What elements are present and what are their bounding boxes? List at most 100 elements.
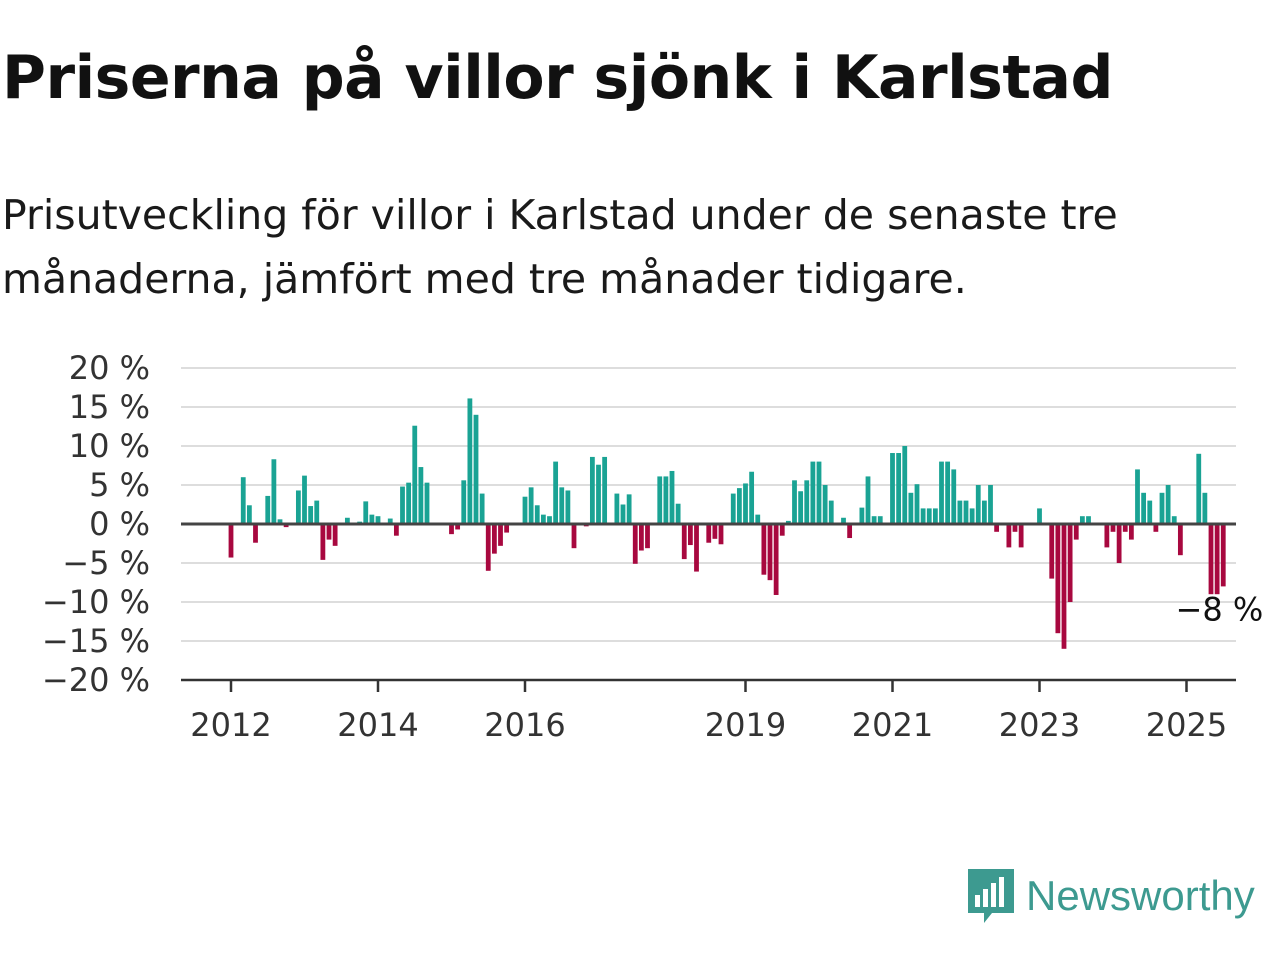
bar [743,483,748,524]
bar [571,524,577,549]
bar [767,524,773,581]
bar [1086,516,1091,524]
bar [498,524,503,546]
bar [1220,524,1226,587]
chart-subtitle: Prisutveckling för villor i Karlstad und… [2,191,1118,303]
bar [1135,469,1140,524]
bar [847,524,853,539]
bar [1147,500,1153,524]
bar [932,508,938,524]
bar [314,500,320,524]
bar [1012,524,1018,532]
bar [565,490,571,524]
bar [283,524,289,528]
bar [945,461,951,524]
bar [246,505,252,524]
bar [822,485,828,524]
bar [1128,524,1134,540]
bar [736,488,742,524]
bar [1153,524,1159,532]
bar [957,500,963,524]
end-value-label: −8 % [1176,590,1264,628]
newsworthy-logo-icon [968,869,1014,923]
x-tick-label: 2025 [1146,706,1227,744]
bar [332,524,338,546]
chart-title: Priserna på villor sjönk i Karlstad [2,43,1114,113]
bar [369,514,375,524]
bar [877,516,883,524]
bar [265,495,271,524]
bar [785,520,791,524]
bar [1159,492,1165,524]
bar [1202,492,1208,524]
bar [706,524,712,543]
bar [920,508,926,524]
x-tick-label: 2016 [484,706,565,744]
bar [504,524,510,533]
bar [914,484,920,524]
bar [841,517,846,524]
bar [1061,524,1067,649]
bar [534,505,540,524]
bar [712,524,718,539]
bar [730,493,736,524]
bar [253,524,258,543]
bar [1214,524,1220,595]
bar [449,524,454,535]
bar [491,524,497,554]
bar [602,456,608,524]
bar [669,470,675,524]
bar [424,482,430,524]
y-tick-label: −5 % [62,544,150,582]
y-tick-label: −15 % [42,622,150,660]
price-change-bar-chart: 20 %15 %10 %5 %0 %−5 %−10 %−15 %−20 % 20… [42,349,1264,744]
bar [939,461,944,524]
grid-lines [181,367,1236,642]
bar [657,476,663,524]
x-tick-label: 2019 [705,706,786,744]
bar [393,524,399,536]
bar [320,524,326,560]
bar [1116,524,1122,563]
bar [418,467,424,524]
bar [675,503,681,524]
bar [240,477,246,524]
bar [902,446,908,524]
bar [792,480,797,524]
bar [773,524,779,595]
bar [559,487,565,524]
bar [1073,524,1079,540]
bar [975,485,981,524]
bar [963,500,969,524]
brand: Newsworthy [964,864,1255,928]
bar [479,493,485,524]
bar [908,492,914,524]
bar [749,471,755,524]
x-tick-label: 2012 [190,706,271,744]
bar [1055,524,1061,634]
y-tick-label: −20 % [42,661,150,699]
bar [1018,524,1024,548]
bar [1122,524,1128,532]
brand-name: Newsworthy [1026,872,1255,919]
bar [810,461,816,524]
bar [755,514,761,524]
bar [798,491,804,524]
bar [1037,508,1042,524]
bar [614,493,620,524]
bar [969,508,975,524]
x-axis: 2012 2014 2016 2019 2021 2023 2025 [190,680,1227,744]
bar [1079,516,1085,524]
bar [1104,524,1110,548]
bar [271,459,277,524]
bar [896,453,902,524]
bar [1196,453,1202,524]
bar [455,524,461,530]
bar [363,501,369,524]
bar [865,476,871,524]
bar [596,464,601,524]
bar [308,506,314,524]
bars [228,398,1226,649]
x-tick-label: 2021 [852,706,933,744]
y-axis: 20 %15 %10 %5 %0 %−5 %−10 %−15 %−20 % [42,349,150,699]
